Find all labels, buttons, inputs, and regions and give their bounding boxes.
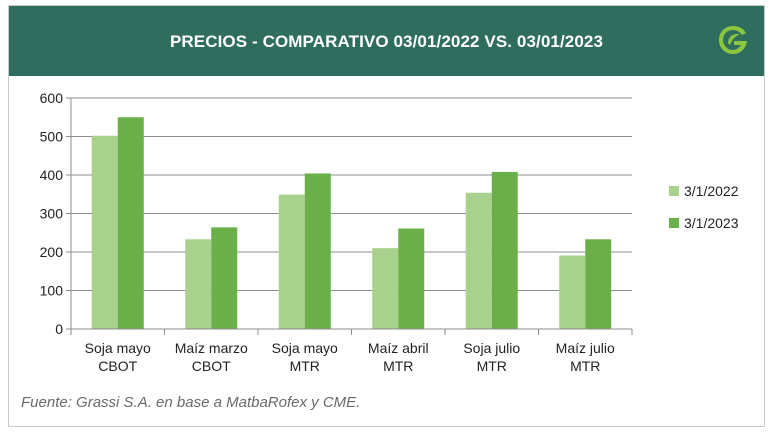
x-category-label: Maíz marzo [175, 340, 248, 356]
x-category-label: Maíz abril [368, 340, 429, 356]
y-tick-label: 400 [40, 167, 64, 183]
y-tick-label: 200 [40, 244, 64, 260]
bar-2022 [278, 194, 305, 329]
header-banner: PRECIOS - COMPARATIVO 03/01/2022 VS. 03/… [9, 6, 764, 76]
legend-swatch [669, 186, 679, 196]
bar-2023 [585, 239, 612, 329]
bar-chart: 0 100 200 300 400 500 600 Soja mayo CBOT Maíz mar… [40, 90, 739, 374]
legend-label: 3/1/2023 [684, 215, 739, 231]
legend-label: 3/1/2022 [684, 183, 739, 199]
bar-2022 [559, 255, 586, 329]
x-category-label: Soja julio [463, 340, 520, 356]
y-tick-label: 100 [40, 283, 64, 299]
chart-title: PRECIOS - COMPARATIVO 03/01/2022 VS. 03/… [169, 32, 604, 51]
x-category-label: MTR [383, 358, 413, 374]
y-tick-label: 600 [40, 90, 64, 106]
bar-2023 [117, 117, 144, 329]
leaf-g-logo-icon [719, 26, 747, 54]
bar-2022 [185, 239, 212, 329]
legend-swatch [669, 218, 679, 228]
x-category-label: MTR [290, 358, 320, 374]
source-note: Fuente: Grassi S.A. en base a MatbaRofex… [21, 394, 361, 411]
x-category-label: Soja mayo [85, 340, 151, 356]
y-tick-label: 500 [40, 129, 64, 145]
bar-2022 [91, 135, 118, 329]
x-category-label: Soja mayo [272, 340, 338, 356]
bar-2023 [304, 173, 331, 329]
chart-card: PRECIOS - COMPARATIVO 03/01/2022 VS. 03/… [8, 5, 765, 427]
bar-2022 [465, 192, 492, 329]
y-tick-label: 300 [40, 206, 64, 222]
bar-2023 [398, 228, 425, 329]
x-category-label: CBOT [192, 358, 231, 374]
y-tick-label: 0 [55, 321, 63, 337]
x-category-label: MTR [477, 358, 507, 374]
x-category-label: Maíz julio [556, 340, 615, 356]
bar-2023 [491, 171, 518, 329]
bar-2022 [372, 248, 399, 329]
x-category-label: CBOT [98, 358, 137, 374]
bar-2023 [211, 227, 238, 329]
x-category-label: MTR [570, 358, 600, 374]
